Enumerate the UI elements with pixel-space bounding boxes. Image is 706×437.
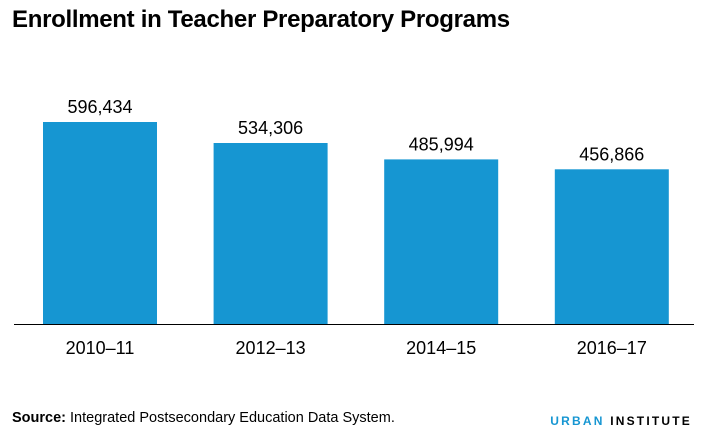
bar-2016–17 bbox=[554, 169, 669, 324]
x-tick-label: 2010–11 bbox=[66, 338, 135, 358]
x-tick-label: 2016–17 bbox=[577, 338, 647, 358]
bar-value-label: 485,994 bbox=[409, 134, 474, 154]
logo-part-urban: URBAN bbox=[550, 414, 605, 428]
source-text: Integrated Postsecondary Education Data … bbox=[66, 410, 395, 426]
logo-part-institute: INSTITUTE bbox=[610, 414, 692, 428]
bar-chart: 596,434 2010–11 534,306 2012–13 485,994 2014–… bbox=[14, 97, 694, 358]
source-note: Source: Integrated Postsecondary Educati… bbox=[12, 410, 395, 426]
chart-title: Enrollment in Teacher Preparatory Progra… bbox=[12, 6, 510, 33]
bar-2014–15 bbox=[384, 159, 499, 324]
x-tick-label: 2014–15 bbox=[406, 338, 476, 358]
bar-2012–13 bbox=[213, 143, 328, 324]
urban-institute-logo: URBAN INSTITUTE bbox=[550, 414, 692, 428]
bar-value-label: 596,434 bbox=[67, 97, 132, 117]
bar-value-label: 456,866 bbox=[579, 144, 644, 164]
x-tick-label: 2012–13 bbox=[236, 338, 306, 358]
source-label: Source: bbox=[12, 410, 66, 426]
bar-value-label: 534,306 bbox=[238, 118, 303, 138]
bar-2010–11 bbox=[43, 122, 157, 324]
